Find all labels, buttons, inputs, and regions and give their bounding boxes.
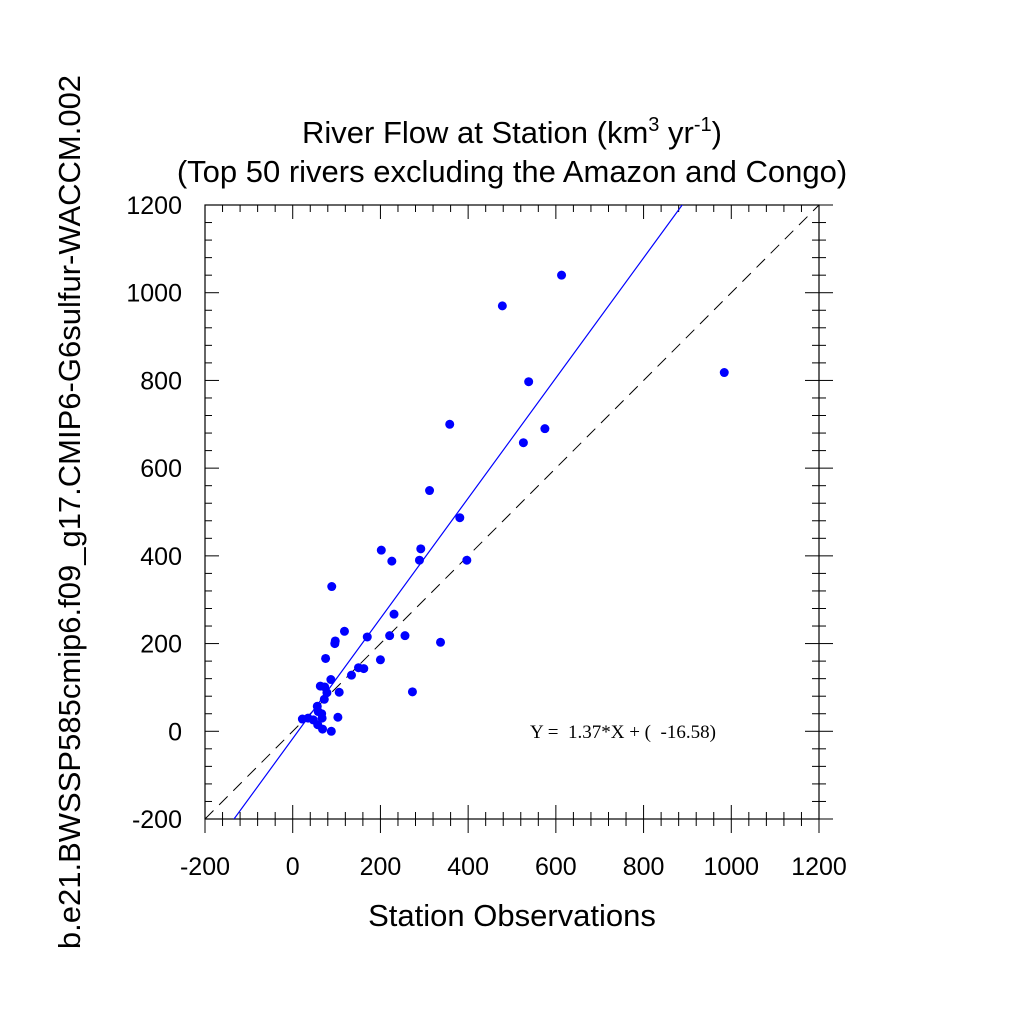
y-axis-label: b.e21.BWSSP585cmip6.f09_g17.CMIP6-G6sulf…: [52, 75, 87, 949]
data-point: [497, 301, 507, 311]
data-point: [387, 556, 397, 566]
data-point: [462, 555, 472, 565]
x-tick-label: 800: [623, 853, 665, 881]
data-point: [540, 424, 550, 434]
y-tick-label: 800: [140, 367, 182, 395]
x-tick-label: 0: [286, 853, 300, 881]
data-point: [321, 653, 331, 663]
data-point: [416, 544, 426, 554]
data-point: [389, 609, 399, 619]
data-point: [334, 687, 344, 697]
data-point: [445, 419, 455, 429]
data-point: [375, 655, 385, 665]
data-point: [318, 724, 328, 734]
data-point: [414, 555, 424, 565]
data-points: [297, 270, 729, 736]
x-tick-label: 1200: [791, 853, 847, 881]
data-point: [330, 639, 340, 649]
y-tick-label: 600: [140, 455, 182, 483]
data-point: [719, 368, 729, 378]
data-point: [327, 582, 337, 592]
plot-frame: [204, 204, 820, 820]
data-point: [346, 670, 356, 680]
data-point: [319, 694, 329, 704]
data-point: [557, 270, 567, 280]
data-point: [359, 664, 369, 674]
data-point: [385, 631, 395, 641]
data-point: [524, 377, 534, 387]
chart-title-line2: (Top 50 rivers excluding the Amazon and …: [177, 154, 847, 189]
x-tick-label: 400: [447, 853, 489, 881]
data-point: [518, 438, 528, 448]
y-tick-label: 1000: [126, 280, 182, 308]
y-tick-label: 0: [168, 718, 182, 746]
data-point: [317, 713, 327, 723]
data-point: [407, 687, 417, 697]
data-point: [326, 726, 336, 736]
data-point: [333, 712, 343, 722]
y-tick-label: 200: [140, 631, 182, 659]
data-point: [425, 486, 435, 496]
data-point: [362, 632, 372, 642]
data-point: [376, 545, 386, 555]
chart-title-line1: River Flow at Station (km3 yr-1): [302, 114, 722, 150]
y-tick-label: -200: [132, 806, 182, 834]
y-tick-label: 1200: [126, 192, 182, 220]
axes: -200 0 200 400 600 800 1000 1200 -200 0 200 400 600 8…: [126, 192, 846, 881]
data-point: [400, 631, 410, 641]
data-point: [436, 637, 446, 647]
x-axis-label: Station Observations: [368, 898, 656, 933]
x-tick-label: 600: [535, 853, 577, 881]
x-tick-label: 200: [360, 853, 402, 881]
y-tick-label: 400: [140, 543, 182, 571]
x-tick-label: -200: [180, 853, 230, 881]
data-point: [455, 513, 465, 523]
data-point: [339, 626, 349, 636]
x-tick-label: 1000: [703, 853, 759, 881]
data-point: [326, 675, 336, 685]
regression-equation: Y = 1.37*X + ( -16.58): [530, 722, 716, 743]
